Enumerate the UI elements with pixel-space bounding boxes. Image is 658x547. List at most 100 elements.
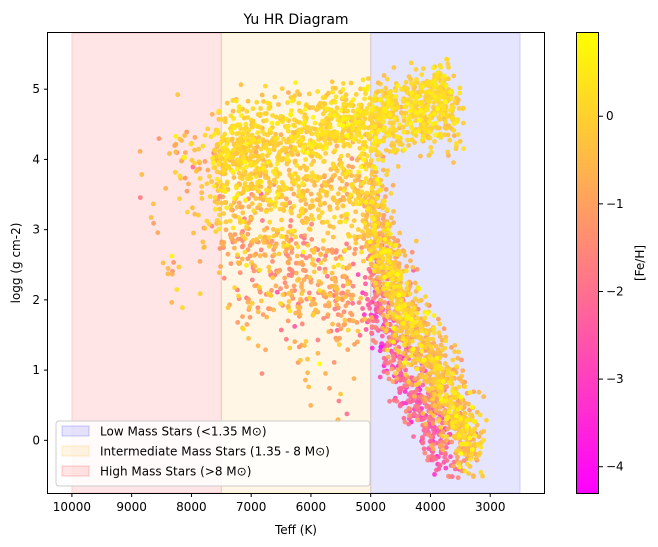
data-point bbox=[296, 188, 302, 194]
data-point bbox=[329, 270, 335, 276]
data-point bbox=[427, 113, 433, 119]
data-point bbox=[432, 111, 437, 117]
data-point bbox=[211, 183, 217, 189]
data-point bbox=[457, 433, 462, 439]
data-point bbox=[323, 371, 328, 376]
data-point bbox=[219, 117, 225, 122]
data-point bbox=[393, 97, 398, 103]
data-point bbox=[246, 127, 252, 133]
data-point bbox=[212, 206, 218, 212]
data-point bbox=[268, 207, 274, 212]
data-point bbox=[377, 180, 383, 186]
data-point bbox=[185, 209, 190, 215]
data-point bbox=[433, 94, 438, 100]
data-point bbox=[345, 281, 351, 287]
data-point bbox=[359, 245, 365, 251]
data-point bbox=[322, 257, 328, 263]
data-point bbox=[439, 338, 445, 343]
data-point bbox=[382, 114, 388, 120]
data-point bbox=[216, 270, 222, 276]
data-point bbox=[321, 238, 326, 243]
data-point bbox=[381, 125, 387, 131]
data-point bbox=[435, 370, 441, 376]
data-point bbox=[395, 367, 401, 373]
data-point bbox=[171, 260, 177, 265]
data-point bbox=[235, 252, 240, 258]
data-point bbox=[431, 326, 437, 332]
data-point bbox=[240, 326, 246, 332]
data-point bbox=[393, 251, 399, 257]
data-point bbox=[342, 247, 348, 253]
data-point bbox=[435, 106, 441, 112]
data-point bbox=[445, 426, 451, 432]
data-point bbox=[393, 242, 399, 248]
data-point bbox=[318, 201, 324, 207]
data-point bbox=[341, 197, 347, 203]
colorbar-tick-label: −4 bbox=[606, 460, 624, 474]
data-point bbox=[288, 134, 294, 140]
data-point bbox=[387, 127, 393, 133]
data-point bbox=[429, 386, 435, 391]
data-point bbox=[434, 125, 440, 131]
data-point bbox=[329, 248, 335, 254]
data-point bbox=[447, 409, 452, 415]
data-point bbox=[349, 173, 355, 179]
data-point bbox=[404, 268, 409, 274]
data-point bbox=[301, 240, 306, 246]
data-point bbox=[289, 273, 294, 279]
data-point bbox=[377, 374, 383, 380]
data-point bbox=[356, 139, 362, 145]
data-point bbox=[451, 127, 457, 133]
data-point bbox=[414, 330, 419, 336]
data-point bbox=[442, 454, 447, 460]
data-point bbox=[390, 325, 396, 331]
data-point bbox=[328, 108, 334, 114]
data-point bbox=[276, 251, 282, 257]
data-point bbox=[285, 318, 291, 324]
data-point bbox=[345, 327, 351, 333]
data-point bbox=[404, 286, 410, 292]
data-point bbox=[251, 145, 257, 151]
data-point bbox=[333, 94, 339, 100]
data-point bbox=[438, 93, 444, 99]
data-point bbox=[243, 197, 249, 203]
data-point bbox=[336, 296, 341, 301]
data-point bbox=[336, 322, 341, 328]
data-point bbox=[463, 441, 469, 447]
data-point bbox=[334, 143, 340, 149]
data-point bbox=[263, 145, 268, 151]
data-point bbox=[287, 256, 293, 262]
data-point bbox=[401, 249, 407, 255]
data-point bbox=[417, 380, 422, 386]
data-point bbox=[237, 147, 243, 153]
data-point bbox=[323, 182, 328, 188]
data-point bbox=[202, 159, 208, 164]
data-point bbox=[363, 291, 369, 297]
data-point bbox=[283, 201, 288, 207]
data-point bbox=[357, 145, 363, 151]
data-point bbox=[427, 90, 433, 96]
data-point bbox=[440, 447, 446, 453]
data-point bbox=[363, 199, 369, 205]
data-point bbox=[300, 148, 305, 154]
data-point bbox=[266, 244, 272, 249]
data-point bbox=[443, 392, 449, 398]
data-point bbox=[451, 160, 456, 166]
data-point bbox=[292, 93, 298, 99]
data-point bbox=[420, 411, 426, 416]
data-point bbox=[440, 112, 446, 117]
data-point bbox=[277, 149, 283, 155]
data-point bbox=[244, 109, 250, 114]
data-point bbox=[404, 281, 410, 286]
data-point bbox=[239, 113, 244, 118]
data-point bbox=[419, 328, 424, 334]
data-point bbox=[419, 84, 425, 90]
data-point bbox=[292, 158, 298, 164]
data-point bbox=[354, 173, 359, 179]
data-point bbox=[447, 137, 453, 143]
data-point bbox=[256, 284, 262, 290]
data-point bbox=[384, 221, 390, 227]
data-point bbox=[409, 249, 415, 255]
data-point bbox=[266, 149, 271, 155]
data-point bbox=[409, 137, 415, 143]
